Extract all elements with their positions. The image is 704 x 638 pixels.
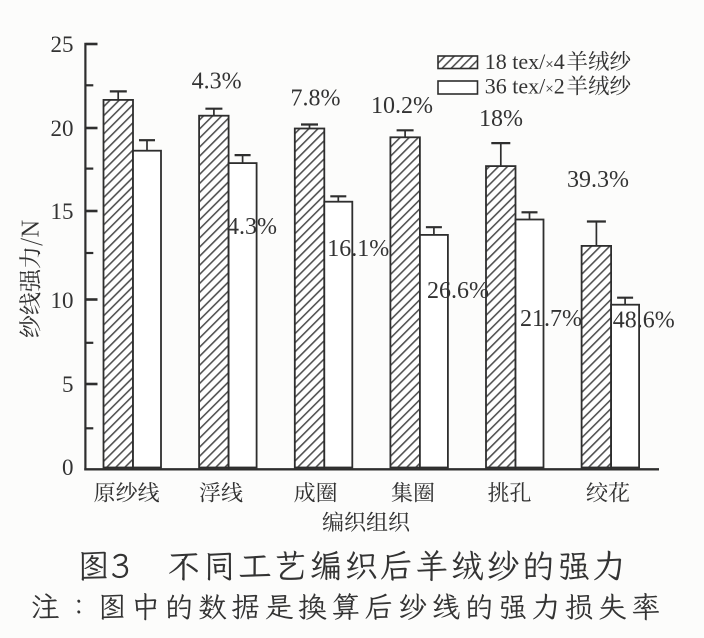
svg-text:39.3%: 39.3%	[567, 167, 629, 193]
svg-text:5: 5	[62, 372, 74, 397]
svg-text:20: 20	[51, 116, 74, 141]
svg-text:36 tex/×2: 36 tex/×2	[485, 74, 565, 99]
svg-text:26.6%: 26.6%	[427, 278, 489, 304]
svg-text:10: 10	[51, 288, 74, 313]
svg-text:16.1%: 16.1%	[327, 236, 389, 262]
svg-text:25: 25	[51, 32, 74, 57]
svg-text:0: 0	[62, 455, 74, 480]
svg-text:10.2%: 10.2%	[371, 93, 433, 119]
svg-text:7.8%: 7.8%	[291, 86, 341, 112]
svg-text:48.6%: 48.6%	[613, 308, 675, 334]
svg-text:4.3%: 4.3%	[192, 69, 242, 95]
svg-text:4.3%: 4.3%	[227, 214, 277, 240]
svg-text:21.7%: 21.7%	[520, 306, 582, 332]
svg-text:18%: 18%	[479, 106, 523, 132]
svg-text:15: 15	[51, 199, 74, 224]
